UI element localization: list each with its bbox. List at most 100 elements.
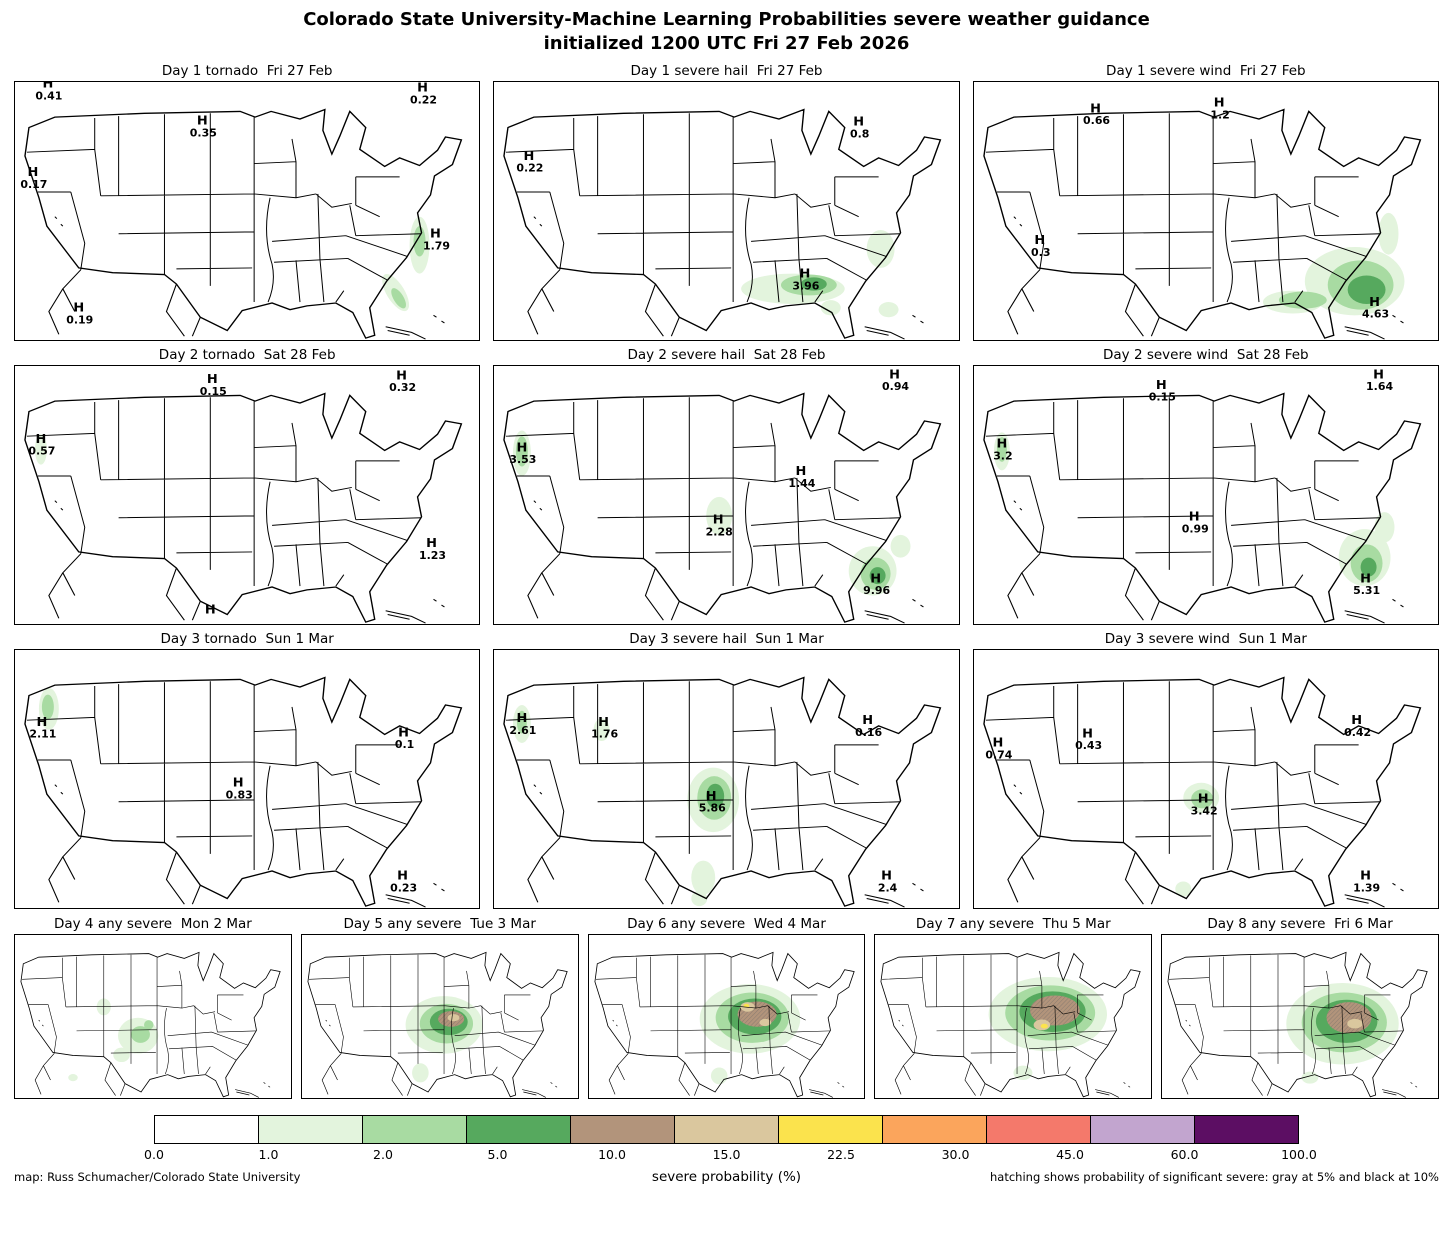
high-marker-value: 0.19 [66, 313, 93, 326]
high-marker: H [28, 164, 39, 179]
high-marker: H [517, 710, 528, 725]
panel-title-day4-any-severe: Day 4 any severe Mon 2 Mar [53, 915, 252, 932]
map-day6-any-severe [587, 933, 866, 1099]
neighbor-coastlines [527, 783, 925, 908]
high-marker-value: 0.16 [855, 726, 882, 739]
us-outline [1167, 951, 1428, 1097]
state-borders [506, 112, 901, 302]
probability-blob [996, 436, 1007, 462]
probability-blob [1347, 1018, 1363, 1028]
state-borders [1169, 954, 1404, 1074]
colorbar-segment [259, 1115, 363, 1143]
panel-day1-tornado: Day 1 tornado Fri 27 Feb H 0.41 H 0.35 H 0.22 H… [14, 62, 481, 341]
high-marker: H [1213, 94, 1224, 109]
high-marker: H [1156, 377, 1167, 392]
high-marker: H [1360, 867, 1371, 882]
probability-blob [411, 1062, 429, 1082]
high-marker: H [397, 867, 408, 882]
high-marker-value: 0.23 [390, 881, 417, 894]
us-outline [982, 675, 1421, 907]
high-marker-value: 0.35 [190, 126, 217, 139]
high-marker: H [1369, 294, 1380, 309]
high-marker-value: 0.41 [35, 89, 62, 102]
neighbor-coastlines [34, 1019, 271, 1098]
probability-blob [517, 710, 528, 733]
high-marker: H [207, 371, 218, 386]
high-marker: H [197, 112, 208, 127]
probability-blob [1278, 291, 1327, 309]
footer-credit: map: Russ Schumacher/Colorado State Univ… [14, 1169, 301, 1184]
probability-blob [144, 1019, 154, 1030]
high-marker-value: 0.99 [1181, 522, 1208, 535]
high-marker-value: 0.1 [395, 738, 414, 751]
high-marker: H [417, 82, 428, 94]
colorbar-ticks: 0.0 1.0 2.0 5.0 10.0 15.0 22.5 30.0 45.0 60.0 100.… [144, 1146, 1317, 1167]
high-marker: H [1188, 508, 1199, 523]
state-borders [26, 396, 422, 586]
panel-title-day8-any-severe: Day 8 any severe Fri 6 Mar [1207, 915, 1393, 932]
high-marker-value: 5.86 [699, 801, 726, 814]
panel-title-day5-any-severe: Day 5 any severe Tue 3 Mar [343, 915, 536, 932]
high-marker: H [42, 82, 53, 91]
probability-blob [890, 534, 911, 558]
colorbar-tick: 60.0 [1170, 1146, 1199, 1162]
high-marker: H [1034, 232, 1045, 247]
map-day8-any-severe [1161, 933, 1439, 1099]
panel-day3-severe-hail: Day 3 severe hail Sun 1 Mar H 2.61 H 1.76 H 5.… [493, 630, 960, 909]
high-marker: H [1360, 570, 1371, 585]
panel-day3-severe-wind: Day 3 severe wind Sun 1 Mar H 0.74 H 0.43 H 3.… [972, 630, 1439, 909]
neighbor-coastlines [608, 1019, 844, 1098]
high-marker-value: 0.15 [200, 385, 227, 398]
high-marker: H [430, 225, 441, 240]
map-day3-tornado: H 2.11 H 0.83 H 0.1 H 0.23 [14, 648, 481, 909]
colorbar-segment [1195, 1115, 1298, 1143]
high-marker: H [1090, 100, 1101, 115]
high-marker-value: 0.22 [517, 161, 544, 174]
high-marker-value: 1.64 [1366, 380, 1393, 393]
panel-title-day3-tornado: Day 3 tornado Sun 1 Mar [160, 630, 334, 647]
panel-day2-severe-hail: Day 2 severe hail Sat 28 Feb H 0.94 H 3.53 H 1… [493, 346, 960, 625]
probability-blob [691, 890, 708, 906]
high-marker: H [1373, 366, 1384, 381]
high-marker: H [996, 435, 1007, 450]
high-marker: H [881, 867, 892, 882]
neighbor-coastlines [1006, 499, 1404, 624]
high-marker: H [426, 535, 437, 550]
panels-grid-large: Day 1 tornado Fri 27 Feb H 0.41 H 0.35 H 0.22 H… [14, 62, 1439, 909]
probability-blob [866, 229, 895, 268]
figure-title-line2: initialized 1200 UTC Fri 27 Feb 2026 [543, 32, 910, 54]
panel-title-day3-severe-hail: Day 3 severe hail Sun 1 Mar [629, 630, 824, 647]
neighbor-coastlines [321, 1019, 558, 1098]
colorbar-segment [1091, 1115, 1195, 1143]
high-marker-value: 2.4 [878, 881, 897, 894]
high-marker: H [517, 439, 528, 454]
panel-title-day1-severe-wind: Day 1 severe wind Fri 27 Feb [1106, 62, 1306, 79]
high-marker-value: 2.11 [29, 727, 56, 740]
us-outline [503, 391, 942, 623]
panel-day8-any-severe: Day 8 any severe Fri 6 Mar [1161, 915, 1439, 1099]
neighbor-coastlines [527, 499, 925, 624]
high-marker-value: 2.28 [706, 525, 733, 538]
panel-title-day1-tornado: Day 1 tornado Fri 27 Feb [161, 62, 333, 79]
state-borders [882, 954, 1117, 1074]
high-marker-value: 0.22 [410, 93, 437, 106]
high-marker-value: 1.2 [1210, 108, 1229, 121]
probability-blob [801, 276, 828, 291]
high-marker-value: 0.17 [20, 178, 47, 191]
colorbar-segment [467, 1115, 571, 1143]
high-marker-value: 0.3 [1031, 246, 1050, 259]
colorbar-segment [571, 1115, 675, 1143]
state-borders [22, 954, 257, 1074]
state-borders [308, 954, 544, 1074]
us-map-svg [880, 951, 1142, 1098]
colorbar-segment [363, 1115, 467, 1143]
map-day2-severe-hail: H 0.94 H 3.53 H 1.44 H 2.28 H 9.96 [493, 364, 960, 625]
high-marker: H [1351, 712, 1362, 727]
neighbor-coastlines [48, 215, 445, 340]
probability-blob [821, 299, 842, 315]
high-marker: H [35, 431, 46, 446]
panel-day2-severe-wind: Day 2 severe wind Sat 28 Feb H 0.15 H 1.64 H 3… [972, 346, 1439, 625]
